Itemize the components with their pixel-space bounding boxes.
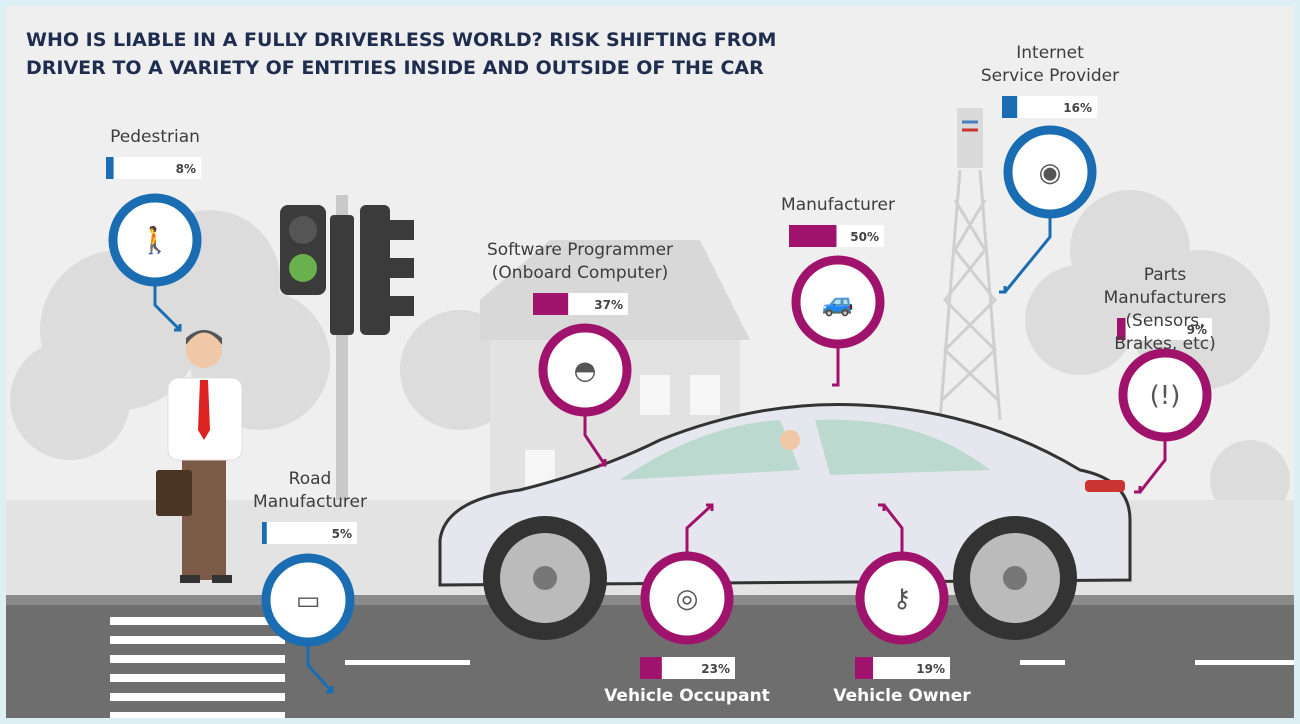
- bar: [855, 657, 873, 679]
- value-label: 50%: [850, 230, 879, 244]
- category-label: Vehicle Owner: [833, 685, 970, 708]
- bar: [1002, 96, 1017, 118]
- icon: ◎: [676, 584, 699, 614]
- value-label: 5%: [332, 527, 352, 541]
- icon: (!): [1150, 381, 1181, 411]
- icon: 🚙: [822, 288, 854, 318]
- bar: [262, 522, 267, 544]
- icon: 🚶: [139, 225, 171, 256]
- category-label: Manufacturer: [781, 194, 895, 217]
- icon: ◉: [1039, 158, 1062, 188]
- bar: [640, 657, 662, 679]
- value-label: 8%: [176, 162, 196, 176]
- category-label: Internet Service Provider: [981, 42, 1119, 88]
- category-label: Pedestrian: [110, 126, 200, 149]
- bar: [789, 225, 837, 247]
- category-label: Road Manufacturer: [253, 468, 367, 514]
- value-label: 23%: [701, 662, 730, 676]
- icon: ▭: [296, 586, 321, 616]
- icon: ◓: [574, 356, 597, 386]
- bar: [106, 157, 114, 179]
- value-label: 37%: [594, 298, 623, 312]
- icon: ⚷: [892, 584, 911, 614]
- scene: 🚶8%▭5%◓37%🚙50%◉16%(!)9%◎23%⚷19%: [0, 0, 1300, 724]
- category-label: Parts Manufacturers (Sensors, Brakes, et…: [1098, 264, 1233, 356]
- bar: [533, 293, 568, 315]
- category-label: Vehicle Occupant: [604, 685, 770, 708]
- value-label: 16%: [1063, 101, 1092, 115]
- category-label: Software Programmer (Onboard Computer): [487, 239, 673, 285]
- title: WHO IS LIABLE IN A FULLY DRIVERLESS WORL…: [26, 26, 846, 82]
- value-label: 19%: [916, 662, 945, 676]
- infographic: 🚶8%▭5%◓37%🚙50%◉16%(!)9%◎23%⚷19% WHO IS L…: [0, 0, 1300, 724]
